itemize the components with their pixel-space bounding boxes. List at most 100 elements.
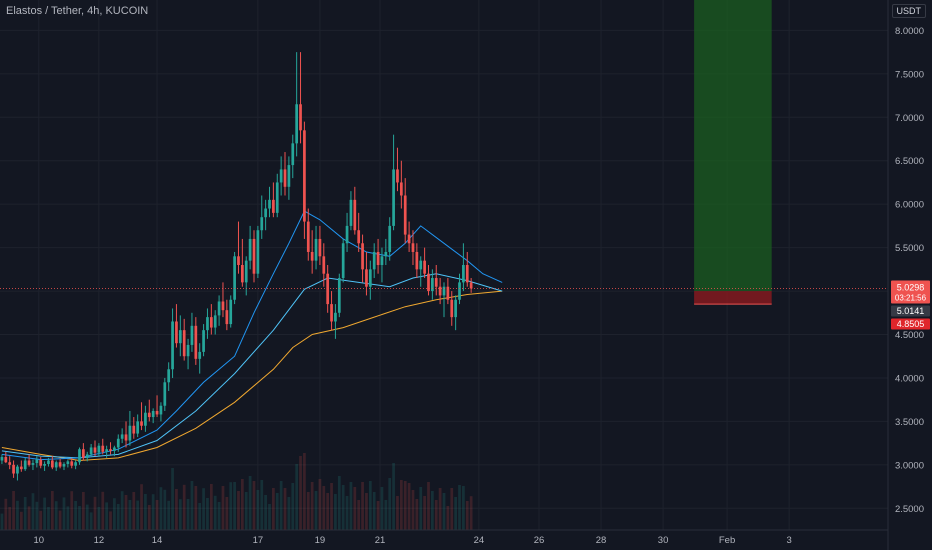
candle-body[interactable] xyxy=(225,310,229,325)
candle-body[interactable] xyxy=(268,199,271,209)
candle-body[interactable] xyxy=(446,286,450,300)
candle-body[interactable] xyxy=(209,317,213,328)
currency-button[interactable]: USDT xyxy=(891,4,926,18)
candle-body[interactable] xyxy=(229,299,233,325)
candle-body[interactable] xyxy=(70,461,74,466)
candle-body[interactable] xyxy=(105,449,108,452)
candle-body[interactable] xyxy=(198,351,202,359)
candle-body[interactable] xyxy=(116,438,120,448)
candle-body[interactable] xyxy=(16,466,19,474)
candle-body[interactable] xyxy=(337,278,341,313)
candle-body[interactable] xyxy=(241,265,244,283)
candle-body[interactable] xyxy=(8,462,12,465)
candle-body[interactable] xyxy=(159,405,163,415)
candle-body[interactable] xyxy=(465,265,469,283)
candle-body[interactable] xyxy=(93,447,97,453)
candle-body[interactable] xyxy=(295,104,299,144)
candle-body[interactable] xyxy=(155,410,159,415)
stop-zone[interactable] xyxy=(694,291,772,305)
candle-body[interactable] xyxy=(175,321,178,344)
candle-body[interactable] xyxy=(132,425,136,434)
candle-body[interactable] xyxy=(78,449,81,463)
candle-body[interactable] xyxy=(399,182,403,196)
candle-body[interactable] xyxy=(186,344,190,357)
candle-body[interactable] xyxy=(58,462,62,467)
candle-body[interactable] xyxy=(349,199,353,226)
candle-body[interactable] xyxy=(396,169,399,183)
candle-body[interactable] xyxy=(454,299,457,318)
candle-body[interactable] xyxy=(368,269,372,287)
candle-body[interactable] xyxy=(202,330,205,352)
candle-body[interactable] xyxy=(318,238,322,257)
candle-body[interactable] xyxy=(128,425,132,441)
candle-body[interactable] xyxy=(89,447,93,455)
candle-body[interactable] xyxy=(423,260,426,274)
candle-body[interactable] xyxy=(341,243,345,279)
candle-body[interactable] xyxy=(237,256,240,265)
candle-body[interactable] xyxy=(47,460,50,464)
candle-body[interactable] xyxy=(136,421,140,434)
candle-body[interactable] xyxy=(256,230,260,274)
candle-body[interactable] xyxy=(283,169,287,187)
candle-body[interactable] xyxy=(233,256,236,300)
candle-body[interactable] xyxy=(147,412,151,418)
candle-body[interactable] xyxy=(113,447,116,451)
candle-body[interactable] xyxy=(66,461,70,464)
candle-body[interactable] xyxy=(279,169,283,183)
candle-body[interactable] xyxy=(97,445,101,453)
candle-body[interactable] xyxy=(206,317,209,331)
candle-body[interactable] xyxy=(124,434,128,441)
candle-body[interactable] xyxy=(144,412,147,426)
candle-body[interactable] xyxy=(434,278,438,287)
candle-body[interactable] xyxy=(407,234,411,244)
candle-body[interactable] xyxy=(85,454,89,458)
candle-body[interactable] xyxy=(35,459,39,464)
candle-body[interactable] xyxy=(260,217,264,231)
candle-body[interactable] xyxy=(194,325,198,359)
candle-body[interactable] xyxy=(330,304,333,322)
candle-body[interactable] xyxy=(384,251,388,257)
candle-body[interactable] xyxy=(244,260,248,283)
candle-body[interactable] xyxy=(190,325,194,345)
candle-body[interactable] xyxy=(365,269,368,287)
candle-body[interactable] xyxy=(163,382,167,406)
candle-body[interactable] xyxy=(419,260,423,270)
candle-body[interactable] xyxy=(82,449,85,458)
candle-body[interactable] xyxy=(213,315,217,328)
candle-body[interactable] xyxy=(287,165,291,187)
candle-body[interactable] xyxy=(469,282,473,289)
candle-body[interactable] xyxy=(171,321,174,370)
candle-body[interactable] xyxy=(388,225,392,252)
candle-body[interactable] xyxy=(303,130,306,222)
candle-body[interactable] xyxy=(120,434,124,439)
candle-body[interactable] xyxy=(291,143,295,166)
candle-body[interactable] xyxy=(427,273,430,292)
candle-body[interactable] xyxy=(27,460,31,465)
candle-body[interactable] xyxy=(43,463,46,466)
candle-body[interactable] xyxy=(306,221,310,252)
candle-body[interactable] xyxy=(248,238,252,261)
candle-body[interactable] xyxy=(151,410,155,418)
candle-body[interactable] xyxy=(403,195,407,235)
candle-body[interactable] xyxy=(178,330,182,344)
candle-body[interactable] xyxy=(50,460,54,468)
candle-body[interactable] xyxy=(74,462,77,466)
candle-body[interactable] xyxy=(462,265,465,283)
candle-body[interactable] xyxy=(411,243,415,252)
candle-body[interactable] xyxy=(415,251,419,270)
candle-body[interactable] xyxy=(353,199,357,231)
target-zone[interactable] xyxy=(694,0,772,292)
candle-body[interactable] xyxy=(314,238,318,261)
candle-body[interactable] xyxy=(54,462,58,468)
candle-body[interactable] xyxy=(380,256,384,265)
candle-body[interactable] xyxy=(62,463,66,467)
candle-body[interactable] xyxy=(167,369,171,383)
candle-body[interactable] xyxy=(264,208,267,218)
candle-body[interactable] xyxy=(431,278,434,292)
candle-body[interactable] xyxy=(182,330,186,357)
candle-body[interactable] xyxy=(310,251,314,261)
candle-body[interactable] xyxy=(442,286,446,296)
candle-body[interactable] xyxy=(438,286,442,296)
candle-body[interactable] xyxy=(101,445,105,452)
